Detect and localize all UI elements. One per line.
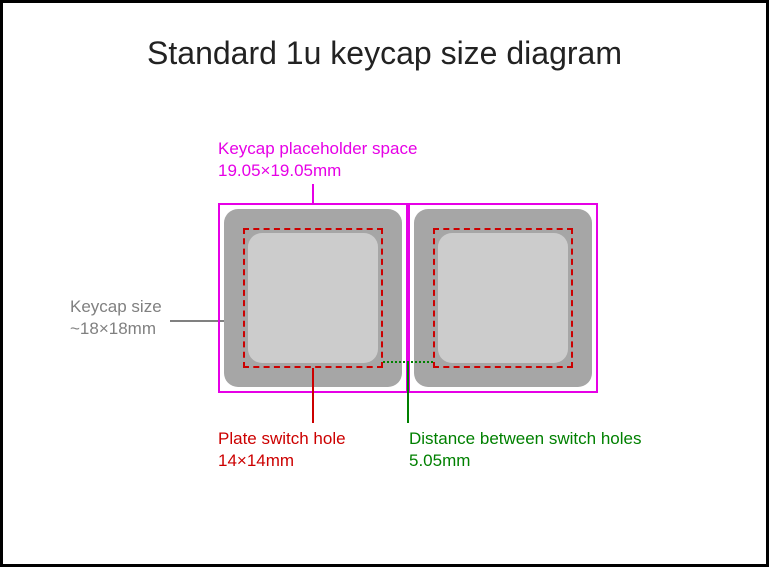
connector-distance (407, 362, 409, 423)
label-switchhole: Plate switch hole 14×14mm (218, 428, 346, 472)
switch-hole-1 (243, 228, 383, 368)
label-placeholder: Keycap placeholder space 19.05×19.05mm (218, 138, 417, 182)
label-keycap-line2: ~18×18mm (70, 318, 162, 340)
connector-placeholder (312, 184, 314, 203)
connector-switchhole (312, 368, 314, 423)
diagram-frame: Standard 1u keycap size diagram Keycap p… (0, 0, 769, 567)
label-keycap: Keycap size ~18×18mm (70, 296, 162, 340)
switch-hole-2 (433, 228, 573, 368)
label-switchhole-line1: Plate switch hole (218, 428, 346, 450)
label-switchhole-line2: 14×14mm (218, 450, 346, 472)
diagram-title: Standard 1u keycap size diagram (3, 35, 766, 72)
connector-keycap (170, 320, 224, 322)
label-distance-line1: Distance between switch holes (409, 428, 641, 450)
label-distance-line2: 5.05mm (409, 450, 641, 472)
label-placeholder-line2: 19.05×19.05mm (218, 160, 417, 182)
label-keycap-line1: Keycap size (70, 296, 162, 318)
label-distance: Distance between switch holes 5.05mm (409, 428, 641, 472)
label-placeholder-line1: Keycap placeholder space (218, 138, 417, 160)
